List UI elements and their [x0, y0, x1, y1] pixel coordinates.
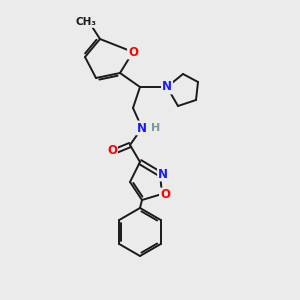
Text: N: N [158, 167, 168, 181]
Text: O: O [107, 145, 117, 158]
Text: H: H [151, 123, 160, 133]
Text: CH₃: CH₃ [76, 17, 97, 27]
Text: O: O [160, 188, 170, 202]
Text: N: N [162, 80, 172, 94]
Text: O: O [128, 46, 138, 59]
Text: N: N [137, 122, 147, 134]
